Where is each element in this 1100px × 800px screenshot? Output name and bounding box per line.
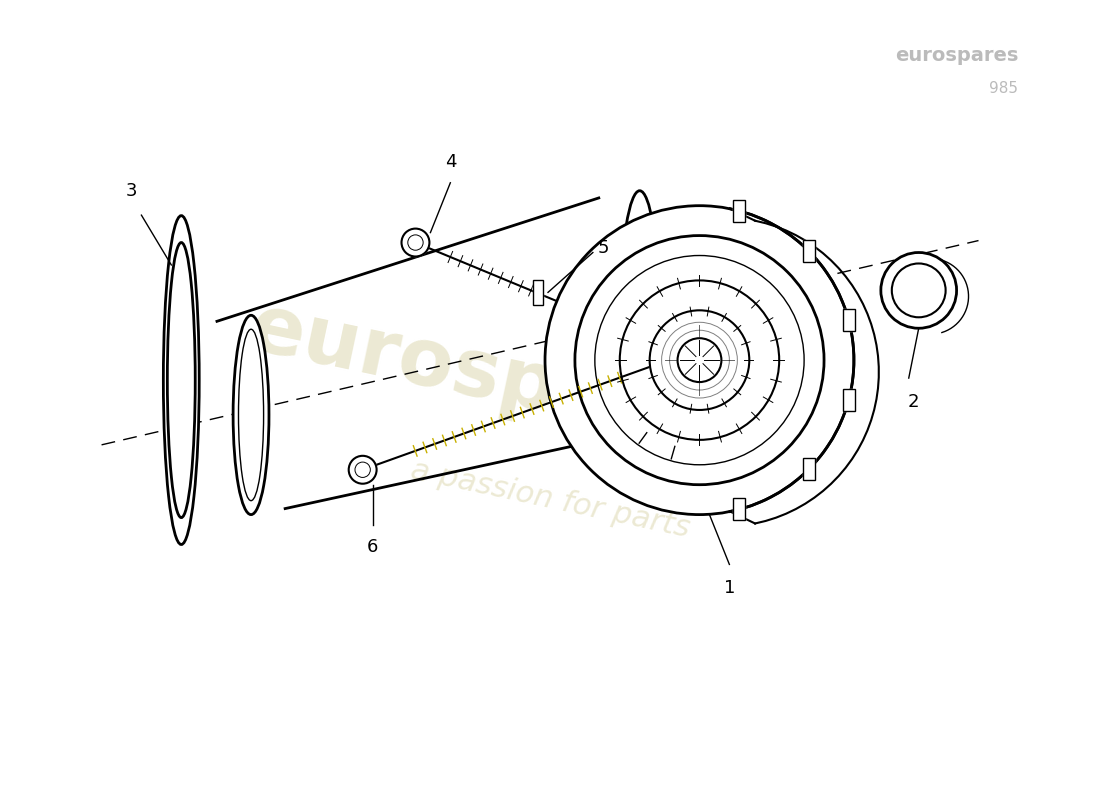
Bar xyxy=(803,240,815,262)
Ellipse shape xyxy=(233,315,270,514)
Circle shape xyxy=(650,310,749,410)
Bar xyxy=(843,389,855,411)
Bar xyxy=(734,200,746,222)
Ellipse shape xyxy=(620,190,659,430)
Text: 985: 985 xyxy=(989,81,1019,96)
Bar xyxy=(734,200,746,222)
Text: 6: 6 xyxy=(367,538,378,555)
Text: 4: 4 xyxy=(444,153,456,170)
Text: 5: 5 xyxy=(597,238,609,257)
Text: eurospares: eurospares xyxy=(895,46,1019,66)
Circle shape xyxy=(881,253,957,328)
Circle shape xyxy=(349,456,376,484)
Bar xyxy=(803,458,815,480)
Circle shape xyxy=(678,338,722,382)
Text: 2: 2 xyxy=(908,393,920,411)
Circle shape xyxy=(402,229,429,257)
Text: a passion for parts: a passion for parts xyxy=(408,456,692,543)
Bar xyxy=(734,498,746,520)
Bar xyxy=(803,458,815,480)
Text: eurospares: eurospares xyxy=(243,289,758,471)
Circle shape xyxy=(619,281,779,440)
Bar xyxy=(534,280,543,305)
Bar xyxy=(803,240,815,262)
Text: 3: 3 xyxy=(125,182,138,200)
Bar xyxy=(534,280,543,305)
Bar xyxy=(734,498,746,520)
Bar xyxy=(843,389,855,411)
Ellipse shape xyxy=(163,216,199,545)
Bar xyxy=(843,309,855,331)
Bar xyxy=(843,309,855,331)
Circle shape xyxy=(544,206,854,514)
Text: 1: 1 xyxy=(724,579,735,598)
